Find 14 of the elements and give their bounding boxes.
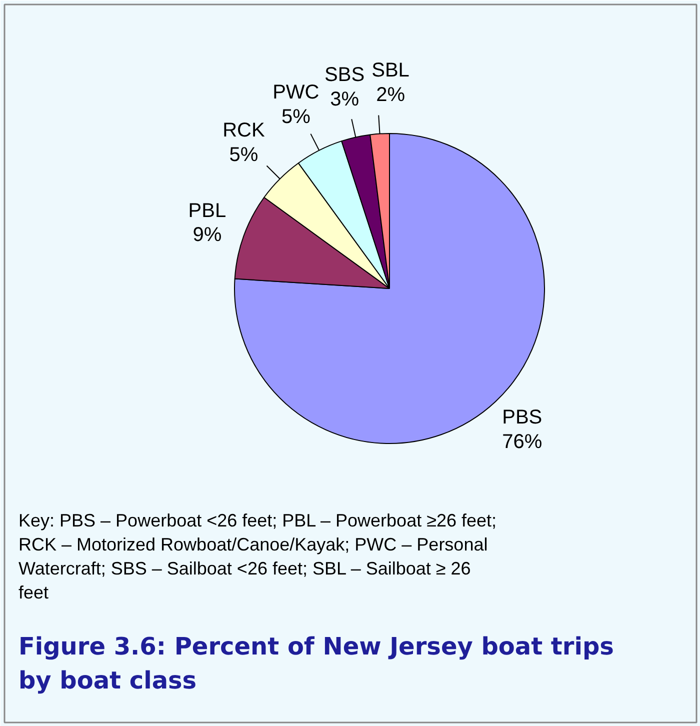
slice-label: SBL bbox=[372, 60, 410, 82]
text: Key: PBS – Powerboat <26 feet; PBL – Powerboat ≥26 feet; RCK – Motorized Rowboat/Canoe/Kayak; PWC – Personal Watercraft; SBS – Sailboat <26 feet; SBL – Sailboat ≥ 26 feet bbox=[18, 510, 497, 602]
data-label: 5% bbox=[229, 144, 258, 166]
slice-label: PBL bbox=[188, 200, 226, 222]
slice-label: PBS bbox=[502, 406, 542, 429]
data-label: 76% bbox=[502, 430, 542, 453]
data-label: 2% bbox=[376, 84, 406, 106]
data-label: 9% bbox=[192, 224, 222, 246]
data-label: 3% bbox=[330, 88, 360, 110]
slice-label: SBS bbox=[324, 64, 365, 86]
data-label: 5% bbox=[281, 106, 311, 128]
slice-label: RCK bbox=[222, 120, 266, 142]
slice-label: PWC bbox=[272, 82, 320, 104]
text: Figure 3.6: Percent of New Jersey boat trips by boat class bbox=[18, 632, 614, 694]
